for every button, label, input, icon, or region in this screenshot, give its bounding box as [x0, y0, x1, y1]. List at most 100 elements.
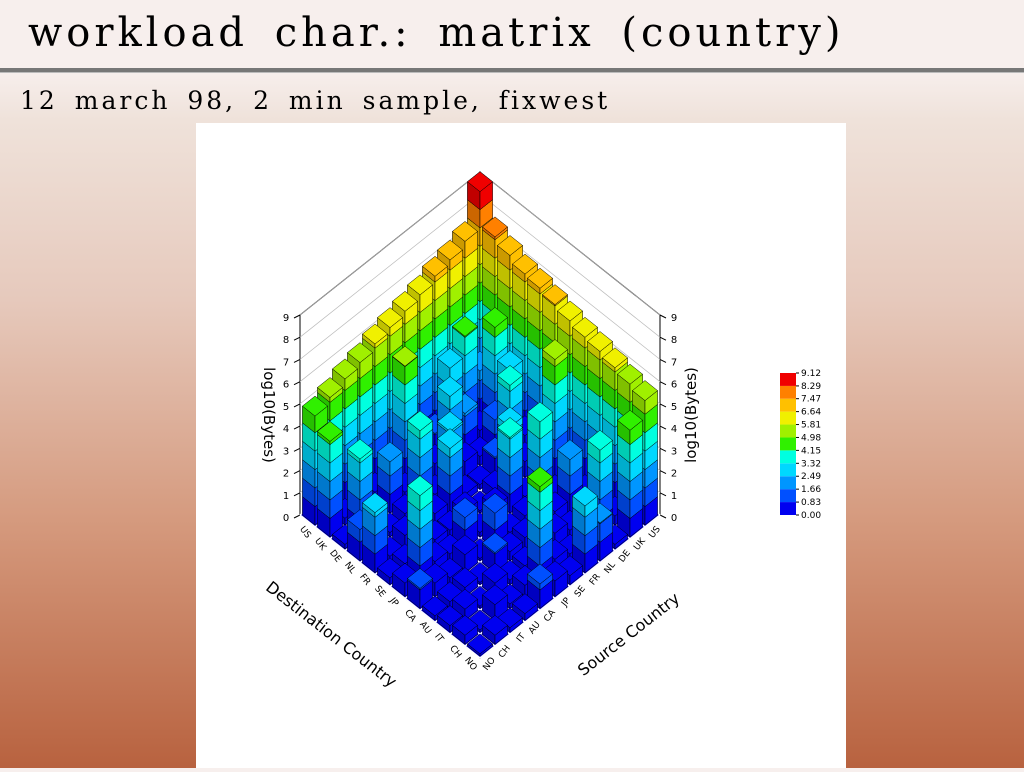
bar	[451, 614, 479, 645]
z-tick-label: 7	[283, 357, 289, 368]
destination-label: FR	[357, 572, 372, 587]
colorbar-swatch	[780, 437, 796, 451]
bar	[526, 563, 554, 609]
tick-mark	[293, 381, 301, 386]
bar-top	[421, 255, 449, 277]
colorbar-label: 5.81	[801, 421, 821, 431]
bar-top	[496, 235, 524, 256]
bar-top	[451, 588, 479, 610]
tick-mark	[659, 336, 667, 341]
source-label: DE	[617, 548, 633, 564]
colorbar-swatch	[780, 450, 796, 464]
bar-top	[496, 417, 524, 438]
bar	[616, 409, 644, 538]
z-tick-label: 9	[283, 313, 289, 324]
source-label: CH	[497, 644, 513, 660]
bar-top	[421, 595, 449, 617]
destination-label: CH	[447, 644, 463, 660]
bar-top	[601, 347, 629, 369]
bar-top	[451, 497, 479, 519]
colorbar-swatch	[780, 424, 796, 438]
colorbar-label: 8.29	[801, 382, 821, 392]
z-tick-label: 6	[283, 380, 289, 391]
destination-label: SE	[372, 584, 387, 599]
bar-top	[586, 429, 614, 451]
chart-panel: 0 0 1 1 2 2 3 3 4 4 5 5 6 6 7 7 8 8 9 9 log10(Bytes) log10(By…	[196, 123, 846, 768]
bar-top	[346, 342, 374, 363]
bar-top	[541, 284, 569, 305]
bar-top	[481, 562, 509, 584]
bar-top	[436, 376, 464, 397]
bar-top	[511, 593, 539, 615]
source-label: NL	[603, 560, 618, 575]
colorbar-swatch	[780, 385, 796, 399]
destination-label: DE	[327, 548, 343, 564]
bar-top	[481, 216, 509, 238]
bar-top	[331, 358, 359, 380]
bar-top	[511, 253, 539, 275]
bar-top	[466, 633, 494, 655]
chart: 0 0 1 1 2 2 3 3 4 4 5 5 6 6 7 7 8 8 9 9 log10(Bytes) log10(By…	[260, 170, 821, 691]
tick-mark	[659, 381, 667, 386]
source-label: UK	[632, 536, 648, 553]
z-tick-label: 1	[671, 491, 677, 502]
colorbar-label: 4.15	[801, 446, 821, 456]
z-tick-label: 6	[671, 380, 677, 391]
bar	[361, 492, 389, 574]
bar-top	[316, 421, 344, 442]
colorbar-label: 4.98	[801, 433, 821, 443]
z-tick-label: 8	[283, 335, 289, 346]
bar-top	[406, 410, 434, 432]
tick-mark	[293, 514, 301, 519]
bar-top	[571, 316, 599, 338]
bar-top	[526, 563, 554, 585]
z-tick-label: 8	[671, 335, 677, 346]
tick-mark	[293, 492, 301, 497]
source-label: FR	[588, 572, 603, 587]
bar-top	[556, 439, 584, 461]
destination-label: NO	[462, 656, 478, 673]
z-tick-label: 0	[671, 513, 677, 524]
colorbar-swatch	[780, 398, 796, 412]
bar-top	[451, 567, 479, 588]
bar-top	[541, 339, 569, 360]
bar-top	[436, 428, 464, 449]
bar-top	[616, 363, 644, 385]
bar-top	[481, 307, 509, 328]
colorbar-swatch	[780, 476, 796, 490]
floor-grid	[479, 514, 661, 659]
bar	[466, 633, 494, 657]
bar	[481, 584, 509, 621]
bar-top	[391, 345, 419, 367]
bar	[451, 588, 479, 621]
destination-label: US	[297, 525, 313, 541]
bar-top	[376, 307, 404, 328]
tick-mark	[659, 514, 667, 519]
z-axis-title: log10(Bytes)	[260, 367, 278, 463]
bar-top	[361, 492, 389, 514]
bar-top	[616, 409, 644, 431]
colorbar-swatch	[780, 463, 796, 477]
source-axis-title: Source Country	[574, 589, 683, 680]
bar-top	[406, 568, 434, 589]
z-tick-label: 2	[283, 469, 289, 480]
tick-mark	[293, 403, 301, 408]
tick-mark	[293, 336, 301, 341]
destination-label: CA	[402, 608, 418, 625]
bar-top	[301, 395, 329, 417]
tick-mark	[293, 425, 301, 430]
tick-mark	[659, 425, 667, 430]
bar-top	[481, 492, 509, 514]
destination-label: JP	[387, 595, 401, 609]
z-tick-label: 3	[671, 446, 677, 457]
source-label: AU	[527, 620, 543, 636]
bar-top	[481, 614, 509, 636]
bar-top	[436, 239, 464, 261]
bar-top	[586, 331, 614, 352]
bar	[376, 441, 404, 514]
bar-top	[496, 365, 524, 386]
bar	[436, 428, 464, 514]
source-label: CA	[542, 607, 558, 624]
colorbar-swatch	[780, 502, 796, 515]
